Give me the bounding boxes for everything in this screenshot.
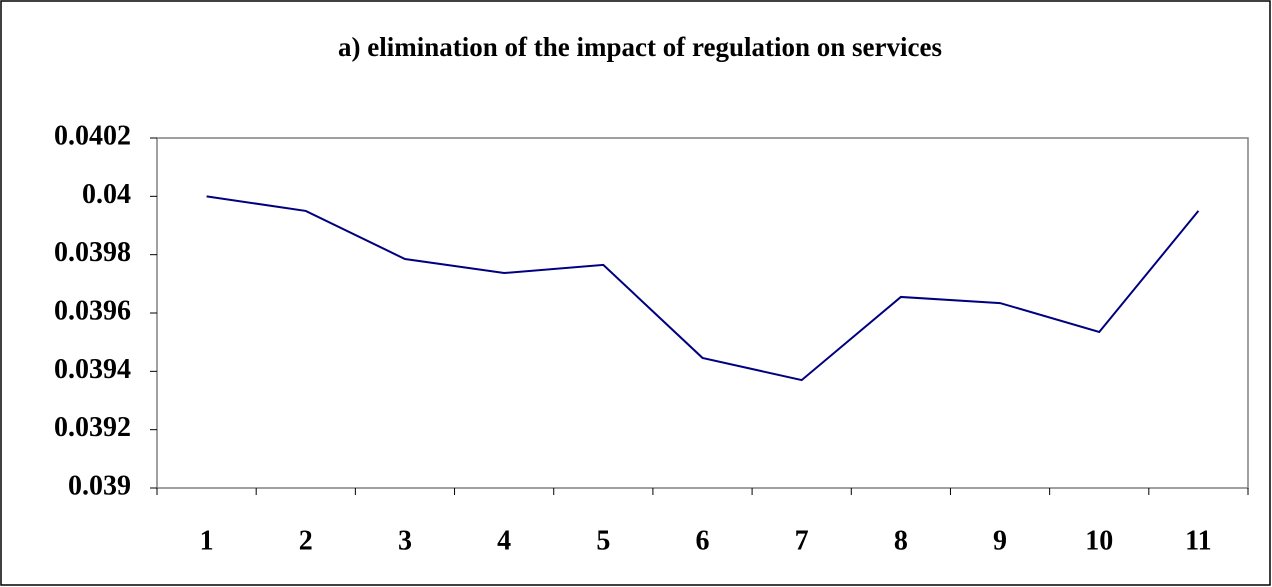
y-tick-label: 0.0398 [54, 237, 131, 268]
x-tick-label: 5 [596, 525, 610, 556]
x-tick-label: 3 [398, 525, 412, 556]
y-tick-label: 0.0392 [54, 412, 131, 443]
x-tick-label: 10 [1085, 525, 1113, 556]
x-tick-label: 7 [795, 525, 809, 556]
x-tick-label: 1 [200, 525, 214, 556]
x-tick-label: 4 [497, 525, 511, 556]
data-line [206, 195, 1200, 382]
y-tick-label: 0.0402 [54, 120, 131, 151]
x-tick-label: 8 [894, 525, 908, 556]
y-tick-label: 0.039 [68, 470, 131, 501]
x-tick-label: 9 [993, 525, 1007, 556]
y-tick-label: 0.04 [82, 179, 131, 210]
x-tick-label: 6 [696, 525, 710, 556]
x-tick-label: 11 [1185, 525, 1211, 556]
y-tick-label: 0.0394 [54, 354, 131, 385]
y-tick-label: 0.0396 [54, 295, 131, 326]
x-tick-label: 2 [299, 525, 313, 556]
chart-title: a) elimination of the impact of regulati… [338, 32, 942, 62]
